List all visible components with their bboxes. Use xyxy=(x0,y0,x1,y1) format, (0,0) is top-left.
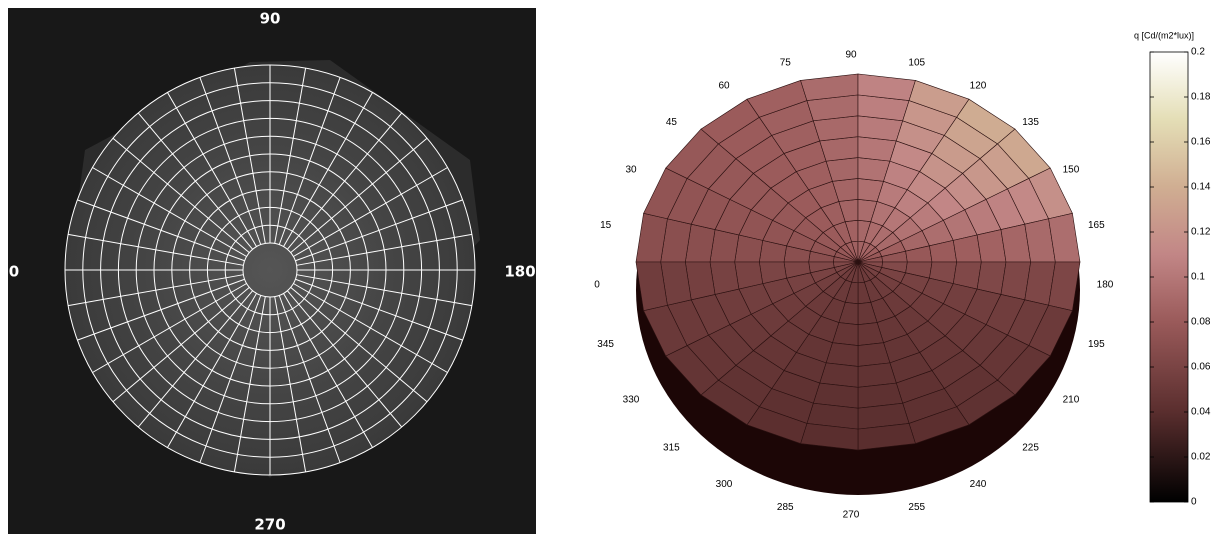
photo-grid xyxy=(64,64,476,476)
grid-spoke xyxy=(286,290,403,428)
grid-spoke xyxy=(283,293,373,448)
angle-label: 270 xyxy=(843,510,860,521)
angle-label: 120 xyxy=(970,80,987,91)
grid-spoke xyxy=(295,199,463,262)
photo-label: 180 xyxy=(504,263,535,281)
angle-label: 315 xyxy=(663,442,680,453)
angle-label: 255 xyxy=(908,502,925,513)
angle-label: 240 xyxy=(970,479,987,490)
angle-label: 45 xyxy=(666,117,678,128)
grid-spoke xyxy=(137,290,254,428)
mesh-cell xyxy=(635,261,668,312)
angle-label: 165 xyxy=(1088,220,1105,231)
photo-label: 0 xyxy=(9,263,19,281)
grid-spoke xyxy=(274,68,307,244)
plot-mesh xyxy=(635,73,1081,451)
grid-spoke xyxy=(274,296,307,472)
grid-spoke xyxy=(167,92,257,247)
colorbar-tick-label: 0.02 xyxy=(1191,452,1211,463)
angle-label: 135 xyxy=(1022,117,1039,128)
grid-spoke xyxy=(296,233,472,266)
colorbar-tick-label: 0.2 xyxy=(1191,47,1205,58)
photo-label: 270 xyxy=(254,516,285,534)
colorbar-tick-label: 0.04 xyxy=(1191,407,1211,418)
grid-spoke xyxy=(92,283,247,373)
photo-label: 90 xyxy=(260,10,281,28)
angle-label: 15 xyxy=(600,220,612,231)
angle-label: 75 xyxy=(780,57,792,68)
grid-spoke xyxy=(199,295,262,463)
colorbar-tick-label: 0.08 xyxy=(1191,317,1211,328)
grid-spoke xyxy=(296,274,472,307)
angle-label: 300 xyxy=(716,479,733,490)
colorbar-tick-label: 0.1 xyxy=(1191,272,1205,283)
angle-label: 210 xyxy=(1063,395,1080,406)
colorbar-tick-label: 0.16 xyxy=(1191,137,1211,148)
grid-spoke xyxy=(199,77,262,245)
colorbar-tick-label: 0.06 xyxy=(1191,362,1211,373)
grid-spoke xyxy=(68,274,244,307)
grid-spoke xyxy=(293,283,448,373)
angle-label: 180 xyxy=(1097,280,1114,291)
grid-spoke xyxy=(167,293,257,448)
colorbar-tick-label: 0 xyxy=(1191,497,1197,508)
grid-spoke xyxy=(92,167,247,257)
angle-label: 150 xyxy=(1063,165,1080,176)
grid-spoke xyxy=(278,77,341,245)
angle-label: 225 xyxy=(1022,442,1039,453)
grid-spoke xyxy=(68,233,244,266)
grid-spoke xyxy=(137,112,254,250)
grid-spoke xyxy=(283,92,373,247)
angle-label: 60 xyxy=(718,80,730,91)
grid-spoke xyxy=(112,137,250,254)
angle-label: 0 xyxy=(594,280,600,291)
angle-label: 345 xyxy=(597,339,614,350)
grid-spoke xyxy=(295,278,463,341)
colorbar-tick-label: 0.18 xyxy=(1191,92,1211,103)
grid-spoke xyxy=(112,286,250,403)
angle-label: 105 xyxy=(908,57,925,68)
grid-spoke xyxy=(233,296,266,472)
colorbar-title: q [Cd/(m2*lux)] xyxy=(1134,30,1194,40)
grid-spoke xyxy=(290,137,428,254)
angle-label: 30 xyxy=(625,165,637,176)
grid-spoke xyxy=(290,286,428,403)
grid-spoke xyxy=(278,295,341,463)
angle-label: 195 xyxy=(1088,339,1105,350)
colorbar-ticks: 0 0.02 0.04 0.06 0.08 0.1 0.12 0.14 0.16 0.18 0.2 xyxy=(1150,47,1211,508)
grid-spoke xyxy=(77,199,245,262)
grid-spoke xyxy=(293,167,448,257)
angle-label: 285 xyxy=(777,502,794,513)
grid-spoke xyxy=(286,112,403,250)
grid-spoke xyxy=(77,278,245,341)
angle-label: 330 xyxy=(623,395,640,406)
colorbar-tick-label: 0.14 xyxy=(1191,182,1211,193)
grid-spoke xyxy=(233,68,266,244)
angle-label: 90 xyxy=(845,50,857,61)
angle-labels: 0 15 30 45 60 75 90 105 120 135 150 165 180 195 210 225… xyxy=(594,50,1114,521)
colorbar-tick-label: 0.12 xyxy=(1191,227,1211,238)
colorbar xyxy=(1149,51,1189,503)
photo-disc xyxy=(65,65,475,475)
